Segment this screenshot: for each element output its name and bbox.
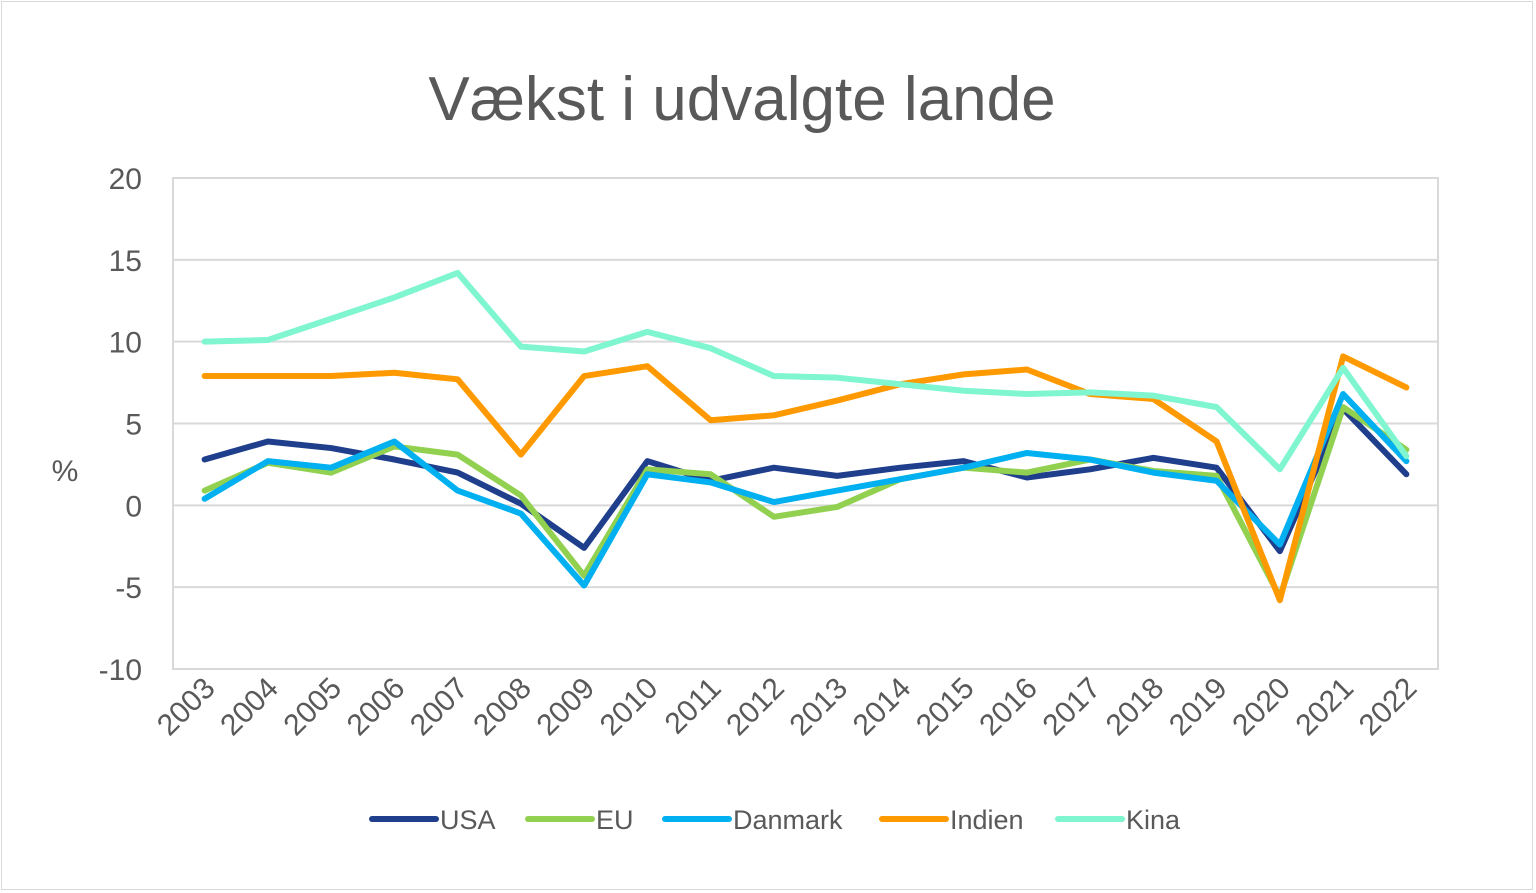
x-tick-label: 2009 <box>531 672 602 743</box>
series-line-danmark <box>201 391 1410 589</box>
legend-label: Kina <box>1126 805 1181 835</box>
x-tick-label: 2007 <box>404 672 475 743</box>
x-tick-label: 2010 <box>594 672 665 743</box>
y-tick-label: 10 <box>109 327 142 360</box>
x-tick-label: 2013 <box>784 672 855 743</box>
y-axis-label: % <box>52 455 79 488</box>
series-line-indien <box>201 353 1410 604</box>
x-tick-label: 2004 <box>214 672 285 743</box>
y-tick-label: 5 <box>125 409 142 442</box>
series-line-eu <box>201 404 1410 600</box>
y-tick-label: -10 <box>99 654 142 687</box>
chart-title: Vækst i udvalgte lande <box>428 65 1055 134</box>
legend-label: USA <box>440 805 496 835</box>
y-tick-label: -5 <box>115 572 142 605</box>
y-tick-label: 0 <box>125 490 142 523</box>
x-tick-label: 2016 <box>973 672 1044 743</box>
x-tick-label: 2018 <box>1100 672 1171 743</box>
x-tick-label: 2006 <box>341 672 412 743</box>
x-tick-label: 2015 <box>910 672 981 743</box>
y-tick-label: 20 <box>109 163 142 196</box>
x-tick-label: 2011 <box>659 672 728 741</box>
x-tick-label: 2014 <box>847 672 918 743</box>
y-tick-label: 15 <box>109 245 142 278</box>
x-tick-label: 2008 <box>467 672 538 743</box>
legend-label: Danmark <box>733 805 843 835</box>
series-line-kina <box>201 269 1410 473</box>
x-tick-label: 2005 <box>278 672 349 743</box>
x-tick-label: 2022 <box>1353 672 1424 743</box>
x-tick-label: 2012 <box>720 672 791 743</box>
x-tick-label: 2021 <box>1290 672 1361 743</box>
x-tick-label: 2019 <box>1163 672 1234 743</box>
x-tick-label: 2017 <box>1037 672 1108 743</box>
series-line-usa <box>201 405 1410 555</box>
legend-label: EU <box>596 805 634 835</box>
x-tick-label: 2003 <box>151 672 222 743</box>
x-tick-label: 2020 <box>1226 672 1297 743</box>
legend-label: Indien <box>950 805 1024 835</box>
